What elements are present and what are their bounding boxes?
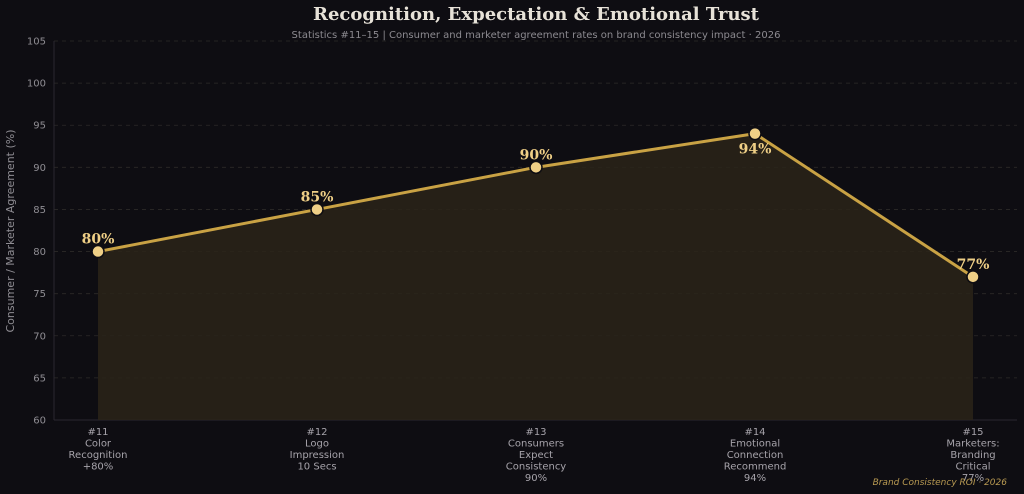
y-tick-label: 80	[33, 247, 46, 258]
data-label: 94%	[739, 142, 772, 158]
x-category-label: #15 Marketers: Branding Critical 77%	[946, 427, 999, 484]
data-point	[529, 160, 543, 175]
x-category-label: #13 Consumers Expect Consistency 90%	[506, 427, 567, 484]
footer-note: Brand Consistency ROI · 2026	[873, 478, 1008, 488]
y-tick-label: 70	[33, 331, 46, 342]
data-labels: 80% 85% 90% 94% 77%	[82, 142, 990, 273]
y-tick-label: 75	[33, 289, 46, 300]
y-tick-label: 85	[33, 205, 46, 216]
area-fill	[98, 133, 973, 420]
data-label: 85%	[301, 189, 334, 205]
y-tick-label: 105	[27, 37, 46, 48]
y-axis-label: Consumer / Marketer Agreement (%)	[4, 129, 17, 332]
data-points	[91, 126, 980, 284]
chart-title: Recognition, Expectation & Emotional Tru…	[313, 4, 760, 25]
y-tick-label: 95	[33, 121, 46, 132]
data-point	[310, 202, 324, 217]
data-point	[966, 270, 980, 284]
x-category-label: #14 Emotional Connection Recommend 94%	[724, 427, 787, 484]
y-tick-label: 90	[33, 163, 46, 174]
chart-subtitle: Statistics #11–15 | Consumer and markete…	[292, 30, 781, 41]
y-tick-label: 100	[27, 79, 46, 90]
y-tick-label: 60	[33, 416, 46, 427]
y-tick-labels: 60 65 70 75 80 85 90 95 100 105	[27, 37, 46, 427]
data-label: 80%	[82, 232, 115, 248]
y-tick-label: 65	[33, 373, 46, 384]
x-category-label: #12 Logo Impression 10 Secs	[290, 427, 345, 473]
data-point	[91, 244, 105, 259]
x-category-labels: #11 Color Recognition +80% #12 Logo Impression…	[69, 427, 1000, 484]
data-point	[748, 126, 762, 141]
x-category-label: #11 Color Recognition +80%	[69, 427, 128, 473]
data-label: 77%	[957, 257, 990, 273]
data-label: 90%	[520, 147, 553, 163]
